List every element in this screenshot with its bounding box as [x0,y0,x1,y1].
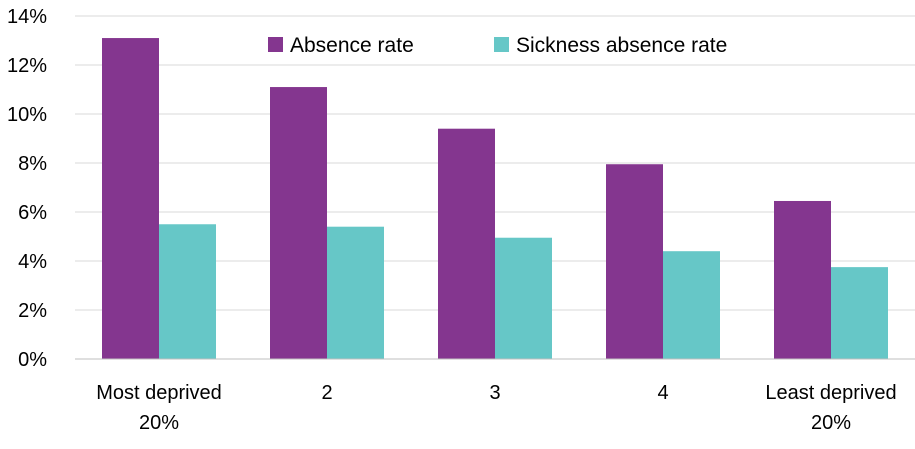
y-tick-label: 12% [7,55,47,77]
legend-label: Sickness absence rate [516,34,727,57]
y-tick-label: 10% [7,104,47,126]
y-tick-label: 6% [18,202,47,224]
y-tick-label: 2% [18,300,47,322]
bar-absence-rate [270,87,327,360]
bar-absence-rate [606,164,663,359]
legend-swatch [268,37,283,52]
y-tick-label: 0% [18,349,47,371]
category-label: 3 [489,382,500,404]
legend-swatch [494,37,509,52]
bar-sickness-absence-rate [327,226,384,359]
category-label: Least deprived [765,382,896,404]
bar-sickness-absence-rate [831,267,888,359]
bar-absence-rate [438,128,495,359]
y-tick-label: 14% [7,6,47,28]
y-tick-label: 4% [18,251,47,273]
legend: Absence rate Sickness absence rate [268,34,727,57]
legend-label: Absence rate [290,34,414,57]
category-label: Most deprived [96,382,222,404]
category-label: 2 [321,382,332,404]
category-labels: Most deprived 20% 2 3 4 Least deprived 20% [96,382,896,434]
bars [102,38,888,360]
bar-sickness-absence-rate [159,224,216,359]
bar-sickness-absence-rate [495,237,552,359]
bar-absence-rate [102,38,159,360]
category-label: 20% [811,412,851,434]
y-axis: 0% 2% 4% 6% 8% 10% 12% 14% [7,6,47,371]
category-label: 4 [657,382,668,404]
bar-sickness-absence-rate [663,251,720,359]
category-label: 20% [139,412,179,434]
y-tick-label: 8% [18,153,47,175]
bar-absence-rate [774,200,831,359]
